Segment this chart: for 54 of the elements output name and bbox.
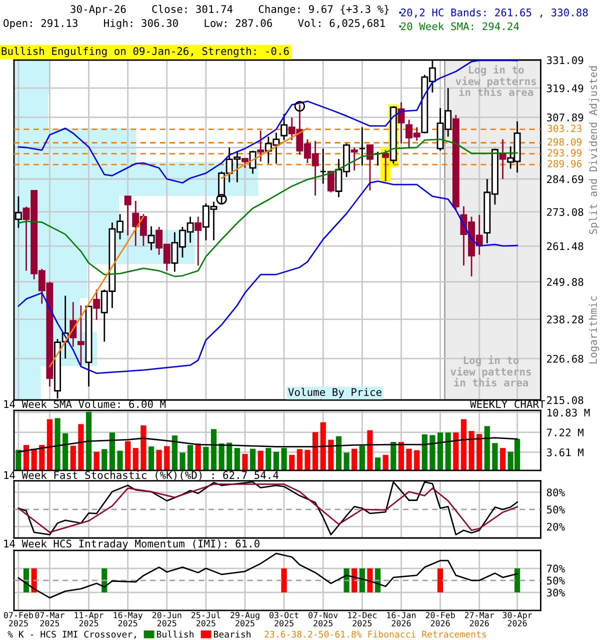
y-tick-label: 70% — [546, 564, 565, 573]
annotation: Log in to view patterns in this area — [450, 356, 531, 386]
y-tick-label: 249.88 — [547, 278, 584, 286]
x-tick-label: 27-Mar 2026 — [464, 612, 494, 626]
x-tick-label: 25-Jul 2025 — [192, 612, 220, 626]
y-tick-label: 3.61 M — [546, 448, 584, 456]
y-tick-label: 215.08 — [547, 396, 584, 404]
legend-title: % K - HCS IMI Crossover, — [8, 630, 136, 639]
chart-title: 14 Week HCS Intraday Momentum (IMI): 61.0 — [4, 539, 260, 550]
chart-title: 14 Week Fast Stochastic (%K)(%D) : 62.7 54.4 — [4, 470, 278, 480]
legend-label: 20 Week SMA: 294.24 — [401, 22, 519, 30]
legend-label: 20,2 HC Bands: 261.65 , 330.88 — [401, 8, 588, 18]
x-tick-label: 16-Jan 2026 — [387, 612, 416, 626]
x-tick-label: 29-Aug 2025 — [230, 612, 260, 626]
ref-line-label: 289.96 — [548, 160, 582, 168]
y-tick-label: 20% — [547, 522, 565, 531]
x-tick-label: 12-Dec 2025 — [348, 612, 377, 626]
chart-subtitle: Open: 291.13 High: 306.30 Low: 287.06 Vol: 6,025,681 — [4, 18, 385, 30]
legend-label: Bearish — [214, 630, 250, 638]
text: 23.6-38.2-50-61.8% Fibonacci Retracements — [264, 630, 486, 638]
y-tick-label: 50% — [546, 506, 565, 514]
y-axis-title: Split and Dividend Adjusted — [588, 66, 600, 234]
y-tick-label: 226.68 — [547, 354, 584, 363]
y-tick-label: 319.49 — [546, 84, 584, 92]
ref-line-label: 293.99 — [548, 149, 582, 157]
chart-title: 30-Apr-26 Close: 301.74 Change: 9.67 {+3.3 %} — [70, 4, 389, 16]
y-tick-label: 284.69 — [547, 175, 584, 184]
ref-line-label: 298.09 — [548, 138, 582, 146]
y-tick-label: 80% — [546, 488, 565, 496]
y-tick-label: 30% — [546, 588, 565, 597]
x-tick-label: 16-May 2025 — [114, 612, 143, 626]
x-tick-label: 07-Nov 2025 — [308, 612, 338, 626]
y-tick-label: 331.09 — [546, 56, 584, 64]
ref-line-label: 303.23 — [548, 124, 582, 132]
x-tick-label: 20-Feb 2026 — [426, 612, 455, 626]
x-tick-label: 20-Jun 2025 — [152, 612, 182, 626]
text: Bullish Engulfing on 09-Jan-26, Strength: -0.6 — [2, 46, 289, 58]
x-tick-label: 07-Mar 2025 — [35, 612, 64, 626]
chart-title: 14 Week SMA Volume: 6.00 M — [4, 400, 166, 408]
x-tick-label: 03-Oct 2025 — [270, 612, 298, 626]
text: Logarithmic — [588, 296, 600, 364]
y-tick-label: 273.08 — [547, 208, 584, 216]
x-tick-label: 11-Apr 2025 — [74, 612, 104, 626]
y-tick-label: 238.28 — [547, 316, 584, 324]
x-tick-label: 30-Apr 2026 — [502, 612, 532, 626]
y-tick-label: 7.22 M — [546, 428, 584, 436]
annotation: Volume By Price — [288, 388, 382, 398]
y-tick-label: 261.48 — [547, 242, 584, 250]
y-tick-label: 50% — [546, 576, 565, 585]
legend-label: Bullish — [156, 630, 194, 638]
y-tick-label: 307.89 — [546, 114, 584, 122]
band-label: Log in to view patterns in this area — [456, 65, 536, 96]
y-tick-label: 10.83 M — [548, 408, 590, 417]
x-tick-label: 07-Feb 2025 — [4, 612, 34, 626]
